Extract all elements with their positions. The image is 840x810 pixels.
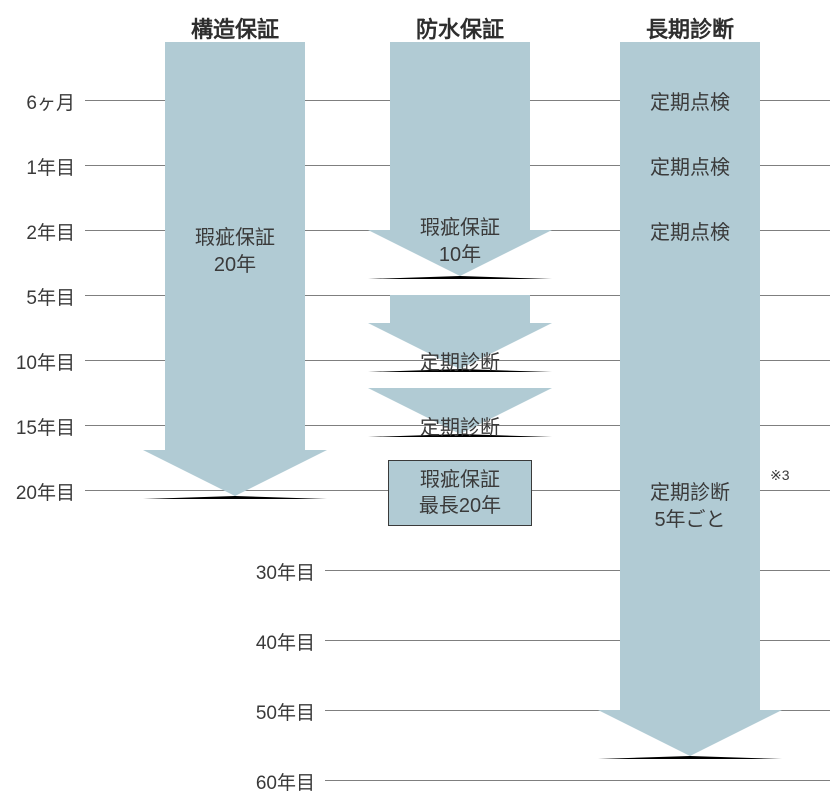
col3-item-2: 定期点検	[610, 220, 770, 247]
header-col2: 防水保証	[380, 12, 540, 44]
row-label-r_50y: 50年目	[245, 698, 315, 725]
col3-arrow-head	[598, 710, 782, 759]
col2-arrow-0-text: 瑕疵保証 10年	[380, 215, 540, 269]
col1-arrow-head	[143, 450, 327, 499]
gridline-r_60y	[325, 780, 830, 781]
col2-arrow-1-text: 定期診断	[380, 350, 540, 377]
col2-arrow-0-body	[390, 42, 530, 230]
row-label-r_15y: 15年目	[5, 413, 75, 440]
col2-arrow-2-text: 定期診断	[380, 415, 540, 442]
col3-arrow-body	[620, 42, 760, 710]
col3-item-3: 定期診断 5年ごと	[610, 480, 770, 534]
col2-box: 瑕疵保証 最長20年	[388, 460, 532, 526]
row-label-r_5y: 5年目	[5, 283, 75, 310]
footnote-3: ※3	[770, 467, 790, 484]
row-label-r_40y: 40年目	[245, 628, 315, 655]
row-label-r_60y: 60年目	[245, 768, 315, 795]
header-col3: 長期診断	[610, 12, 770, 44]
col3-item-0: 定期点検	[610, 90, 770, 117]
col3-item-1: 定期点検	[610, 155, 770, 182]
row-label-r_20y: 20年目	[5, 478, 75, 505]
header-col1: 構造保証	[155, 12, 315, 44]
col1-arrow-text: 瑕疵保証 20年	[155, 225, 315, 279]
row-label-r_2y: 2年目	[5, 218, 75, 245]
row-label-r_30y: 30年目	[245, 558, 315, 585]
row-label-r_6m: 6ヶ月	[5, 88, 75, 115]
row-label-r_1y: 1年目	[5, 153, 75, 180]
col2-arrow-1-body	[390, 295, 530, 323]
row-label-r_10y: 10年目	[5, 348, 75, 375]
